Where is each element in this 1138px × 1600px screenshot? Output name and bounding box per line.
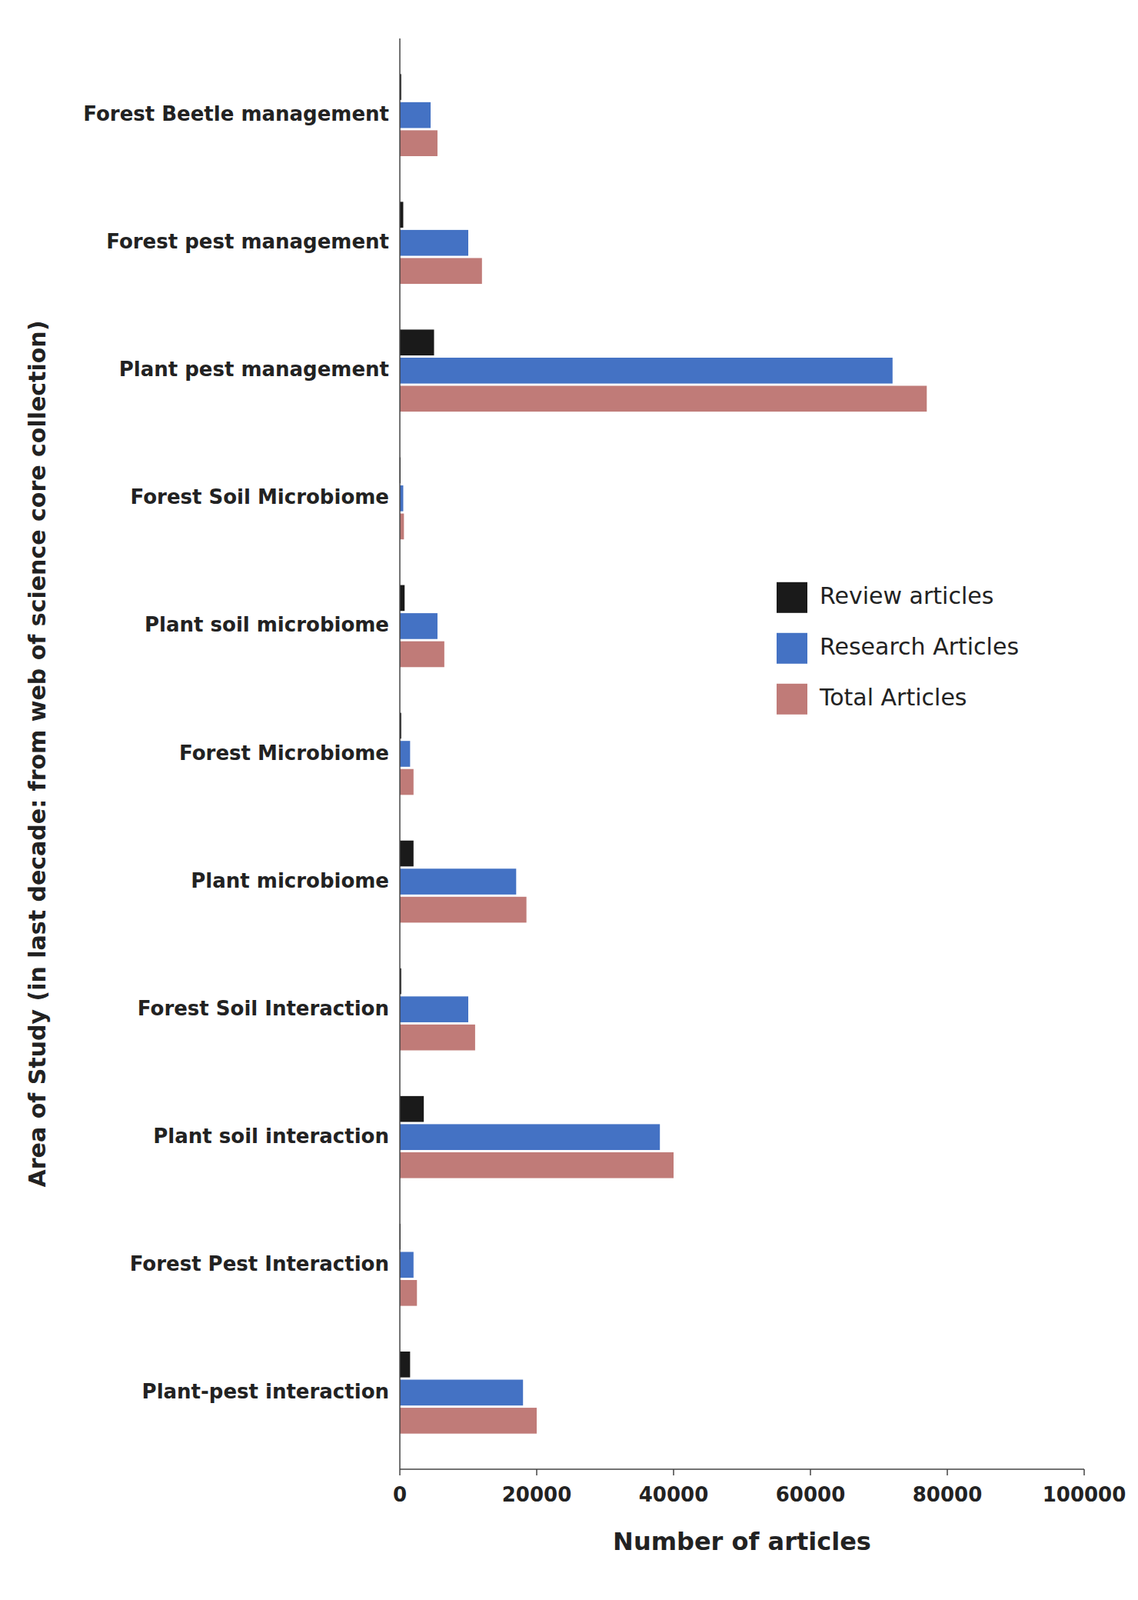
y-axis-label: Area of Study (in last decade: from web …	[23, 320, 51, 1188]
bar	[399, 102, 431, 129]
bar	[399, 840, 414, 867]
x-axis-label: Number of articles	[612, 1526, 872, 1556]
legend: Review articles Research Articles Total Ar…	[776, 582, 1019, 715]
bar	[399, 1024, 476, 1051]
bars	[399, 73, 927, 1433]
bar	[399, 1379, 523, 1406]
x-tick-label: 20000	[502, 1482, 572, 1506]
bar	[399, 1123, 660, 1150]
y-axis-line	[399, 38, 401, 1469]
legend-swatch	[776, 582, 808, 613]
x-tick	[809, 1468, 812, 1475]
y-tick-label: Forest Beetle management	[83, 102, 390, 126]
legend-label: Research Articles	[819, 632, 1019, 660]
x-tick	[1083, 1468, 1085, 1475]
bar	[399, 641, 445, 668]
x-tick	[672, 1468, 675, 1475]
bar	[399, 229, 469, 257]
x-tick	[946, 1468, 949, 1475]
y-tick-label: Plant pest management	[119, 357, 390, 381]
bar	[399, 1251, 414, 1278]
legend-label: Total Articles	[818, 683, 967, 711]
y-tick-label: Plant-pest interaction	[142, 1379, 390, 1403]
bar	[399, 740, 410, 767]
y-tick-label: Forest Microbiome	[179, 741, 390, 765]
bar	[399, 612, 438, 639]
bar	[399, 385, 927, 413]
x-tick-label: 0	[392, 1482, 407, 1506]
bar	[399, 513, 404, 540]
x-tick	[535, 1468, 538, 1475]
bar	[399, 329, 435, 356]
y-tick-label: Forest Soil Interaction	[137, 996, 390, 1020]
y-tick-label: Plant soil interaction	[153, 1124, 390, 1148]
x-axis-line	[399, 1467, 1085, 1470]
chart-svg: 0 20000 40000 60000 80000 100000 Plant-pest in…	[0, 0, 1138, 1600]
x-tick-label: 100000	[1042, 1482, 1127, 1506]
x-tick-label: 60000	[775, 1482, 846, 1506]
bar	[399, 896, 527, 923]
bar	[399, 129, 438, 157]
x-tick-label: 80000	[912, 1482, 982, 1506]
bar	[399, 1407, 537, 1434]
x-tick-label: 40000	[638, 1482, 709, 1506]
x-tick	[399, 1468, 401, 1475]
y-tick-label: Plant microbiome	[190, 868, 390, 892]
y-tick-label: Forest Soil Microbiome	[130, 485, 390, 509]
chart-container: 0 20000 40000 60000 80000 100000 Plant-pest in…	[0, 0, 1138, 1600]
bar	[399, 357, 893, 384]
bar	[399, 995, 469, 1022]
legend-swatch	[776, 683, 808, 715]
y-tick-label: Forest Pest Interaction	[129, 1251, 390, 1275]
bar	[399, 257, 483, 284]
bar	[399, 868, 516, 895]
y-tick-label: Plant soil microbiome	[144, 612, 390, 636]
bar	[399, 585, 405, 612]
bar	[399, 768, 414, 796]
legend-label: Review articles	[819, 582, 994, 609]
bar	[399, 1279, 417, 1306]
bar	[399, 1095, 424, 1122]
y-tick-label: Forest pest management	[106, 229, 390, 253]
legend-swatch	[776, 632, 808, 664]
bar	[399, 1151, 674, 1178]
bar	[399, 1350, 410, 1378]
axes: 0 20000 40000 60000 80000 100000 Plant-pest in…	[83, 38, 1126, 1506]
